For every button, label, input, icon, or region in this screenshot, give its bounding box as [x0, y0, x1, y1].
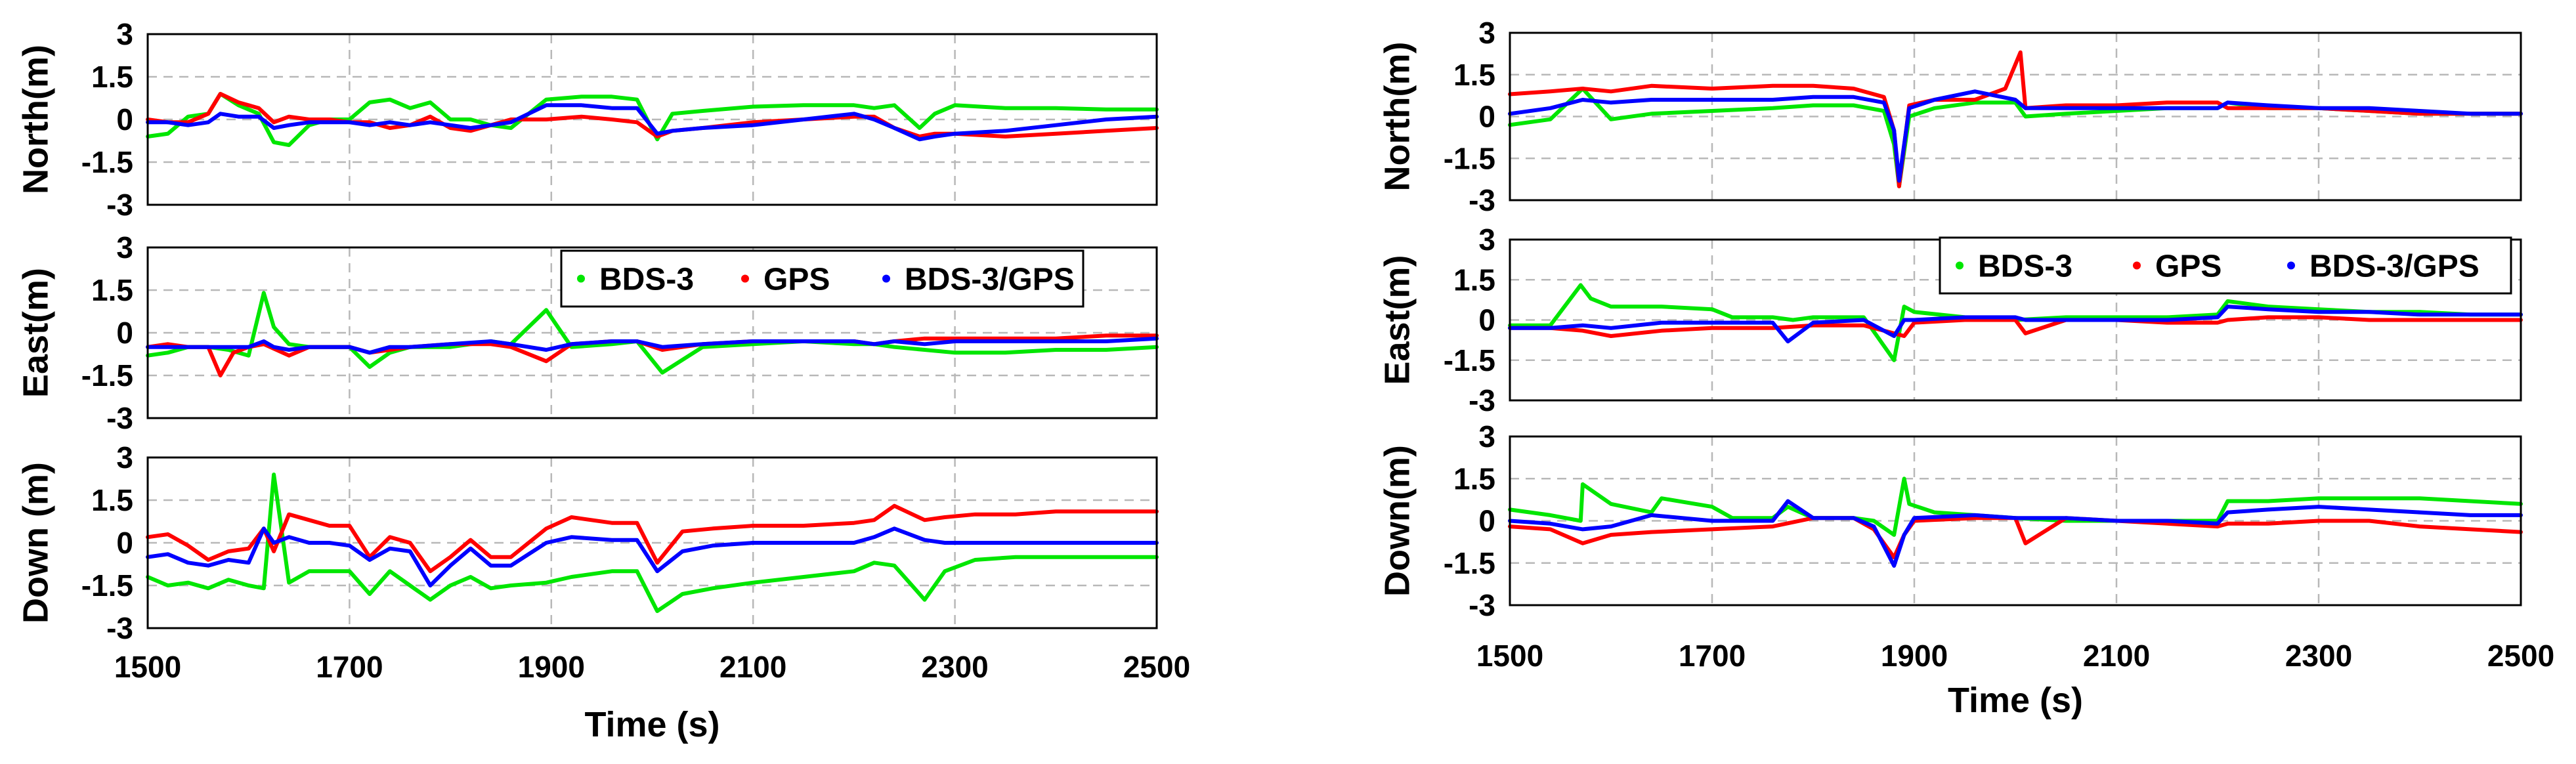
x-tick-label: 1500	[1476, 639, 1543, 673]
y-tick-label: 0	[1478, 100, 1495, 134]
y-tick-label: -3	[1469, 183, 1495, 217]
legend-label: BDS-3	[599, 263, 694, 297]
y-tick-label: 1.5	[1453, 263, 1495, 297]
series-line-bds-3-gps	[1508, 305, 2523, 344]
y-tick-label: 3	[1478, 419, 1495, 454]
series-line-bds-3-gps	[146, 526, 1159, 587]
y-tick-label: -1.5	[1444, 141, 1495, 175]
left-panel-downm: 3 1.5 0 -1.5 -3 Down (m)	[16, 440, 1159, 645]
y-tick-label: -3	[106, 401, 133, 435]
y-tick-label: 3	[116, 17, 133, 51]
series-line-bds-3	[146, 473, 1159, 613]
legend-label: BDS-3/GPS	[905, 263, 1075, 297]
y-tick-label: 3	[116, 440, 133, 475]
x-tick-label: 2300	[2285, 639, 2352, 673]
y-tick-label: 0	[116, 316, 133, 350]
y-tick-label: 3	[116, 230, 133, 265]
x-tick-label: 1900	[518, 650, 585, 684]
series-line-bds-3	[146, 291, 1159, 375]
y-axis-label: Down (m)	[16, 462, 55, 624]
series-line-bds-3-gps	[1508, 499, 2523, 568]
plot-frame	[1509, 435, 2522, 606]
y-tick-label: 3	[1478, 223, 1495, 257]
y-tick-label: 1.5	[1453, 461, 1495, 496]
y-tick-label: -3	[106, 611, 133, 645]
x-tick-label: 1900	[1881, 639, 1948, 673]
legend-label: GPS	[2155, 249, 2222, 284]
legend-box	[1939, 236, 2512, 295]
legend-label: BDS-3/GPS	[2309, 249, 2479, 284]
legend-marker-gps	[741, 274, 749, 283]
y-tick-label: -1.5	[81, 358, 133, 393]
y-tick-label: -1.5	[81, 568, 133, 603]
x-tick-label: 2100	[719, 650, 786, 684]
left-figure: 3 1.5 0 -1.5 -3 North(m) 3 1.5 0 -1.5 -3 East(m) BDS…	[16, 17, 1190, 744]
plot-frame	[146, 246, 1158, 419]
y-tick-label: 0	[1478, 303, 1495, 337]
y-tick-label: -3	[1469, 588, 1495, 622]
legend-label: GPS	[763, 263, 830, 297]
y-tick-label: -1.5	[81, 145, 133, 179]
y-axis-label: North(m)	[16, 45, 55, 194]
legend-marker-bds-3-gps	[2287, 261, 2295, 270]
right-figure: 3 1.5 0 -1.5 -3 North(m) 3 1.5 0 -1.5 -3 East(m) BDS…	[1377, 16, 2554, 720]
y-tick-label: -3	[1469, 383, 1495, 417]
series-line-bds-3-gps	[146, 336, 1159, 355]
x-tick-label: 1700	[1679, 639, 1746, 673]
series-line-gps	[1508, 315, 2523, 338]
y-tick-label: -1.5	[1444, 546, 1495, 580]
legend: BDS-3 GPS BDS-3/GPS	[1939, 236, 2512, 295]
series-line-bds-3-gps	[146, 103, 1159, 142]
series-line-gps	[1508, 50, 2523, 188]
plot-frame	[146, 456, 1158, 629]
legend-marker-bds-3	[1956, 261, 1964, 270]
y-tick-label: 1.5	[1453, 58, 1495, 92]
series-line-gps	[146, 333, 1159, 377]
y-tick-label: 0	[1478, 504, 1495, 538]
y-axis-label: North(m)	[1377, 42, 1417, 192]
series-line-bds-3-gps	[1508, 89, 2523, 183]
legend-label: BDS-3	[1978, 249, 2072, 284]
y-tick-label: -1.5	[1444, 343, 1495, 377]
legend-marker-bds-3-gps	[882, 274, 890, 283]
x-tick-label: 1700	[316, 650, 383, 684]
y-tick-label: 3	[1478, 16, 1495, 50]
x-tick-label: 2300	[921, 650, 988, 684]
legend: BDS-3 GPS BDS-3/GPS	[560, 249, 1084, 308]
series-line-gps	[1508, 516, 2523, 560]
y-tick-label: 1.5	[91, 483, 133, 517]
x-tick-label: 2500	[1123, 650, 1190, 684]
x-axis-label: Time (s)	[1948, 681, 2083, 720]
legend-marker-gps	[2133, 261, 2141, 270]
x-tick-label: 2500	[2487, 639, 2554, 673]
left-panel-northm: 3 1.5 0 -1.5 -3 North(m)	[16, 17, 1159, 222]
legend-box	[560, 249, 1084, 308]
y-tick-label: 0	[116, 526, 133, 560]
left-panel-eastm: 3 1.5 0 -1.5 -3 East(m) BDS-3 GPS BDS-3/GPS	[16, 230, 1159, 435]
plot-frame	[1509, 32, 2522, 202]
y-tick-label: -3	[106, 188, 133, 222]
series-line-bds-3	[1508, 283, 2523, 362]
legend-marker-bds-3	[577, 274, 585, 283]
series-line-bds-3	[1508, 477, 2523, 537]
x-axis-label: Time (s)	[584, 705, 719, 744]
series-line-bds-3	[1508, 87, 2523, 188]
right-panel-downm: 3 1.5 0 -1.5 -3 Down(m)	[1377, 419, 2523, 622]
y-axis-label: Down(m)	[1377, 445, 1417, 597]
series-line-bds-3	[146, 92, 1159, 147]
x-tick-label: 2100	[2083, 639, 2150, 673]
y-tick-label: 1.5	[91, 60, 133, 94]
plot-frame	[146, 33, 1158, 206]
x-tick-label: 1500	[114, 650, 181, 684]
y-tick-label: 1.5	[91, 273, 133, 307]
y-axis-label: East(m)	[1377, 255, 1417, 385]
right-panel-northm: 3 1.5 0 -1.5 -3 North(m)	[1377, 16, 2523, 217]
right-panel-eastm: 3 1.5 0 -1.5 -3 East(m) BDS-3 GPS BDS-3/GPS	[1377, 223, 2523, 417]
y-tick-label: 0	[116, 102, 133, 137]
y-axis-label: East(m)	[16, 268, 55, 398]
